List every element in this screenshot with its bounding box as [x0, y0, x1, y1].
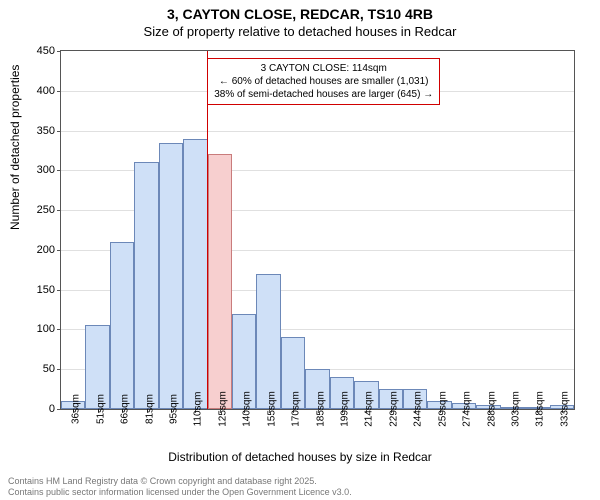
annotation-line: 3 CAYTON CLOSE: 114sqm: [214, 62, 433, 75]
x-tick-label: 185sqm: [309, 391, 326, 427]
footer-line2: Contains public sector information licen…: [8, 487, 352, 498]
x-tick-label: 229sqm: [382, 391, 399, 427]
y-tick-label: 0: [49, 403, 61, 415]
histogram-bar: [208, 154, 232, 409]
y-tick-label: 100: [37, 323, 61, 335]
x-tick-label: 81sqm: [138, 394, 155, 424]
y-tick-label: 300: [37, 164, 61, 176]
x-tick-label: 170sqm: [285, 391, 302, 427]
annotation-line: 38% of semi-detached houses are larger (…: [214, 88, 433, 101]
x-tick-label: 95sqm: [162, 394, 179, 424]
x-tick-label: 259sqm: [431, 391, 448, 427]
y-tick-label: 400: [37, 85, 61, 97]
x-tick-label: 125sqm: [211, 391, 228, 427]
footer-line1: Contains HM Land Registry data © Crown c…: [8, 476, 352, 487]
x-tick-label: 303sqm: [504, 391, 521, 427]
histogram-bar: [134, 162, 158, 409]
footer-attribution: Contains HM Land Registry data © Crown c…: [8, 476, 352, 498]
y-tick-label: 350: [37, 125, 61, 137]
chart-title-line2: Size of property relative to detached ho…: [0, 24, 600, 39]
y-axis-label: Number of detached properties: [8, 65, 22, 230]
x-tick-label: 274sqm: [456, 391, 473, 427]
x-tick-label: 51sqm: [89, 394, 106, 424]
chart-title-block: 3, CAYTON CLOSE, REDCAR, TS10 4RB Size o…: [0, 6, 600, 39]
x-tick-label: 66sqm: [114, 394, 131, 424]
chart-container: 3, CAYTON CLOSE, REDCAR, TS10 4RB Size o…: [0, 0, 600, 500]
y-tick-label: 250: [37, 204, 61, 216]
annotation-line: ← 60% of detached houses are smaller (1,…: [214, 75, 433, 88]
x-tick-label: 155sqm: [260, 391, 277, 427]
gridline: [61, 131, 574, 132]
x-tick-label: 140sqm: [236, 391, 253, 427]
annotation-box: 3 CAYTON CLOSE: 114sqm← 60% of detached …: [207, 58, 440, 105]
x-tick-label: 199sqm: [333, 391, 350, 427]
x-tick-label: 288sqm: [480, 391, 497, 427]
x-tick-label: 110sqm: [187, 392, 204, 427]
x-tick-label: 214sqm: [358, 391, 375, 427]
histogram-bar: [159, 143, 183, 410]
x-tick-label: 36sqm: [65, 394, 82, 424]
chart-title-line1: 3, CAYTON CLOSE, REDCAR, TS10 4RB: [0, 6, 600, 22]
histogram-bar: [110, 242, 134, 409]
y-tick-label: 150: [37, 284, 61, 296]
histogram-bar: [183, 139, 207, 409]
y-tick-label: 50: [43, 363, 61, 375]
x-axis-label: Distribution of detached houses by size …: [0, 450, 600, 464]
plot-area: 05010015020025030035040045036sqm51sqm66s…: [60, 50, 575, 410]
y-tick-label: 450: [37, 45, 61, 57]
x-tick-label: 333sqm: [553, 391, 570, 427]
x-tick-label: 318sqm: [529, 391, 546, 427]
x-tick-label: 244sqm: [407, 391, 424, 427]
histogram-bar: [256, 274, 280, 409]
y-tick-label: 200: [37, 244, 61, 256]
